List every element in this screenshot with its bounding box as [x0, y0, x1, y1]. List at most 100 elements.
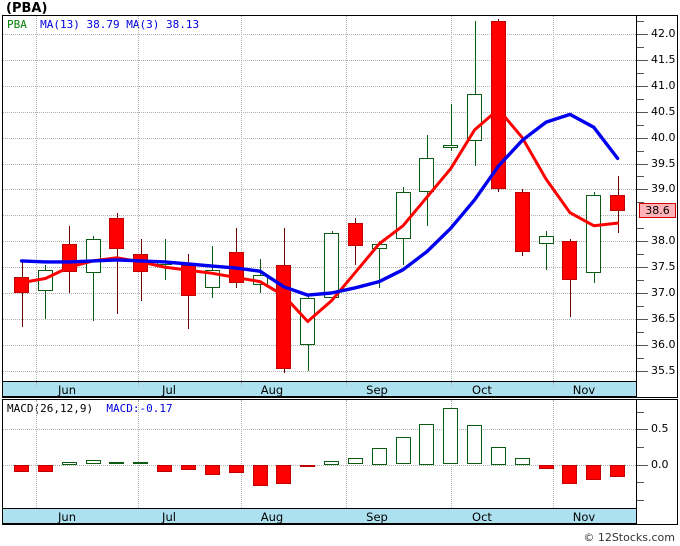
price-month-label: Jun — [58, 383, 76, 397]
macd-month-gridline — [36, 400, 37, 508]
macd-date-band: Jun Jul Aug Sep Oct Nov — [3, 508, 636, 524]
legend-ma3-label: MA(3) — [126, 18, 160, 31]
candle-body-up — [300, 298, 315, 345]
macd-axis-divider — [636, 400, 637, 524]
price-month-gridline — [553, 16, 554, 381]
candle-body-up — [253, 275, 268, 285]
price-gridline — [3, 371, 636, 372]
candle-body-down — [109, 218, 124, 249]
price-tick-label: 39.5 — [651, 157, 676, 170]
price-gridline — [3, 34, 636, 35]
macd-minor-tick — [637, 447, 644, 448]
macd-bar-positive — [109, 462, 124, 464]
macd-bar-positive — [324, 461, 339, 465]
candle-body-up — [38, 270, 53, 291]
price-month-tick — [553, 382, 554, 386]
candle-wick — [475, 21, 476, 166]
price-tick-label: 41.5 — [651, 53, 676, 66]
price-month-tick — [451, 382, 452, 386]
price-gridline — [3, 215, 636, 216]
price-tick-mark — [637, 293, 648, 294]
macd-month-gridline — [553, 400, 554, 508]
macd-bar-negative — [38, 465, 53, 472]
price-tick-mark — [637, 138, 648, 139]
macd-plot-area — [3, 400, 636, 508]
price-gridline — [3, 138, 636, 139]
price-tick-label: 36.5 — [651, 312, 676, 325]
price-minor-tick — [637, 151, 644, 152]
macd-bar-negative — [300, 465, 315, 467]
macd-minor-tick — [637, 412, 644, 413]
price-minor-tick — [637, 280, 644, 281]
candle-body-down — [62, 244, 77, 272]
price-tick-mark — [637, 241, 648, 242]
candle-wick — [451, 104, 452, 151]
price-month-gridline — [451, 16, 452, 381]
price-tick-mark — [637, 164, 648, 165]
macd-minor-tick — [637, 500, 644, 501]
candle-body-up — [443, 145, 458, 148]
candle-body-down — [515, 192, 530, 252]
legend-macd-indicator: MACD(26,12,9) — [7, 402, 94, 415]
price-tick-label: 36.0 — [651, 338, 676, 351]
price-month-tick — [346, 382, 347, 386]
macd-bar-positive — [419, 424, 434, 465]
price-tick-label: 37.0 — [651, 286, 676, 299]
price-tick-mark — [637, 345, 648, 346]
candle-wick — [165, 239, 166, 280]
macd-tick-mark — [637, 465, 648, 466]
price-month-tick — [138, 382, 139, 386]
page-title: (PBA) — [6, 1, 48, 16]
price-minor-tick — [637, 332, 644, 333]
price-tick-label: 35.5 — [651, 364, 676, 377]
price-month-gridline — [138, 16, 139, 381]
macd-bar-negative — [276, 465, 291, 484]
price-gridline — [3, 164, 636, 165]
macd-chart-panel: MACD(26,12,9)__MACD:-0.17 0.5 0.0 Jun Jul A… — [2, 399, 678, 525]
macd-bar-negative — [610, 465, 625, 477]
price-tick-mark — [637, 189, 648, 190]
price-axis-divider — [636, 16, 637, 397]
candle-body-up — [205, 270, 220, 288]
price-tick-mark — [637, 86, 648, 87]
macd-bar-positive — [62, 462, 77, 465]
macd-bar-negative — [181, 465, 196, 470]
candle-body-down — [133, 254, 148, 272]
candle-body-up — [396, 192, 411, 239]
macd-month-label: Nov — [572, 510, 596, 524]
price-gridline — [3, 319, 636, 320]
copyright-footer: © 12Stocks.com — [583, 531, 675, 544]
macd-bar-positive — [515, 458, 530, 465]
price-month-label: Nov — [572, 383, 596, 397]
price-gridline — [3, 293, 636, 294]
candle-body-up — [539, 236, 554, 244]
candle-body-down — [348, 223, 363, 246]
macd-bar-positive — [372, 448, 387, 465]
candle-body-down — [562, 241, 577, 280]
macd-month-label: Aug — [260, 510, 284, 524]
price-minor-tick — [637, 99, 644, 100]
candle-body-up — [372, 244, 387, 249]
price-minor-tick — [637, 47, 644, 48]
price-tick-label: 39.0 — [651, 182, 676, 195]
macd-bar-negative — [253, 465, 268, 486]
price-gridline — [3, 60, 636, 61]
macd-tick-mark — [637, 429, 648, 430]
price-month-gridline — [36, 16, 37, 381]
legend-macd-value: MACD:-0.17 — [106, 402, 173, 415]
price-month-gridline — [241, 16, 242, 381]
macd-bar-negative — [562, 465, 577, 484]
macd-minor-tick — [637, 482, 644, 483]
price-month-gridline — [346, 16, 347, 381]
macd-month-gridline — [138, 400, 139, 508]
price-tick-label: 40.0 — [651, 131, 676, 144]
macd-bar-positive — [467, 425, 482, 464]
macd-month-label: Jul — [162, 510, 176, 524]
ma13-line-layer — [19, 112, 620, 297]
candle-body-down — [276, 265, 291, 369]
price-tick-label: 41.0 — [651, 79, 676, 92]
price-minor-tick — [637, 21, 644, 22]
price-tick-mark — [637, 267, 648, 268]
candle-body-down — [610, 195, 625, 211]
